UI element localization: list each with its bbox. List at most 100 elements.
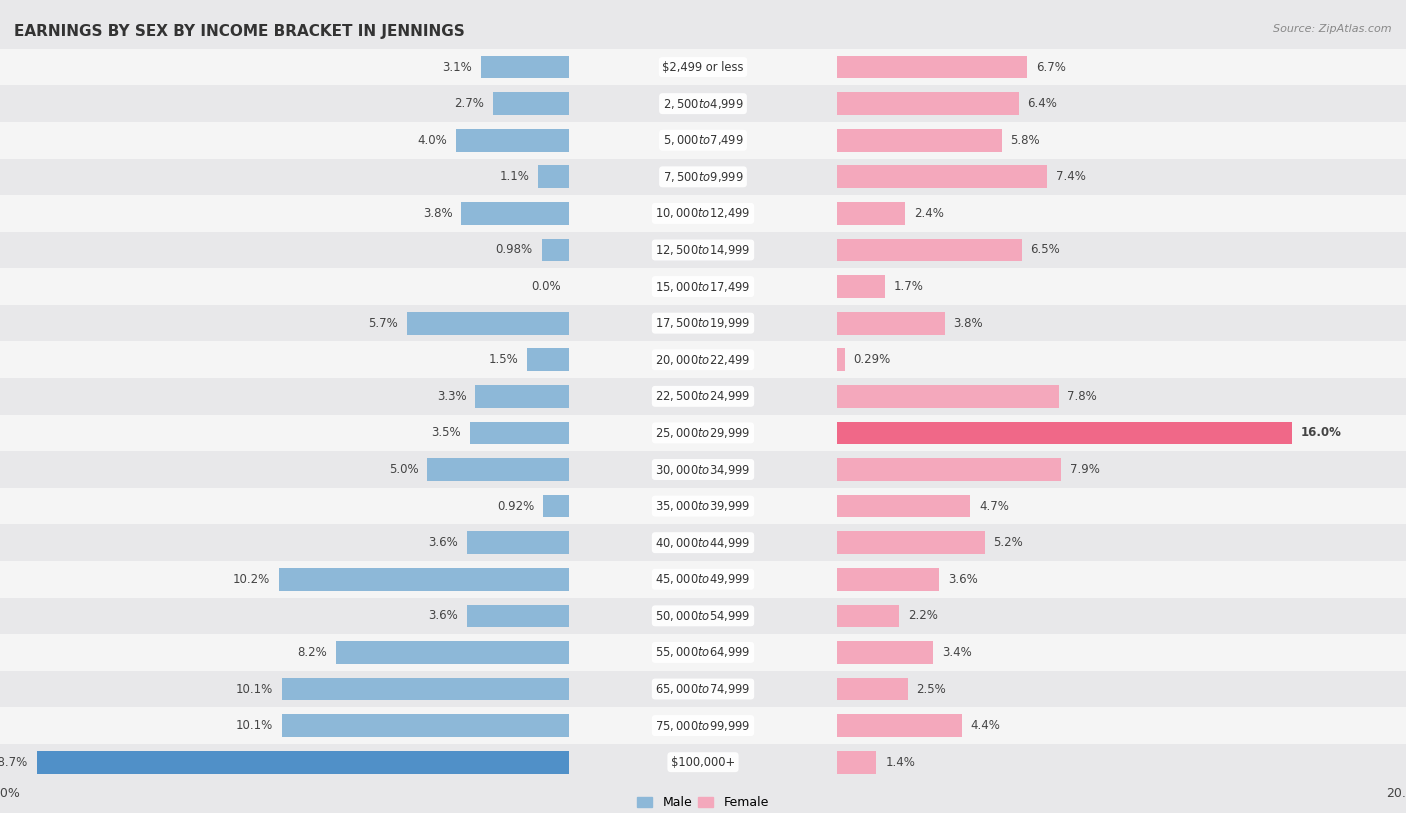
Text: 2.4%: 2.4% <box>914 207 943 220</box>
Bar <box>837 422 1292 444</box>
Text: 7.8%: 7.8% <box>1067 390 1097 402</box>
Text: 3.5%: 3.5% <box>432 427 461 439</box>
Bar <box>837 312 945 334</box>
Bar <box>0 195 1406 232</box>
Bar <box>837 459 1062 480</box>
Text: $20,000 to $22,499: $20,000 to $22,499 <box>655 353 751 367</box>
Text: $2,500 to $4,999: $2,500 to $4,999 <box>662 97 744 111</box>
Bar <box>538 166 569 188</box>
Bar <box>475 385 569 407</box>
Bar <box>837 56 1028 78</box>
Bar <box>837 93 1019 115</box>
Text: 3.1%: 3.1% <box>443 61 472 73</box>
Text: 3.3%: 3.3% <box>437 390 467 402</box>
Text: $55,000 to $64,999: $55,000 to $64,999 <box>655 646 751 659</box>
Text: $75,000 to $99,999: $75,000 to $99,999 <box>655 719 751 733</box>
Bar <box>408 312 569 334</box>
Text: 8.2%: 8.2% <box>298 646 328 659</box>
Bar <box>470 422 569 444</box>
Bar <box>837 751 876 773</box>
Bar <box>0 122 1406 159</box>
Legend: Male, Female: Male, Female <box>633 792 773 813</box>
Bar <box>427 459 569 480</box>
Bar <box>0 451 1406 488</box>
Text: $7,500 to $9,999: $7,500 to $9,999 <box>662 170 744 184</box>
Bar <box>281 678 569 700</box>
Text: EARNINGS BY SEX BY INCOME BRACKET IN JENNINGS: EARNINGS BY SEX BY INCOME BRACKET IN JEN… <box>14 24 465 39</box>
Bar <box>0 415 1406 451</box>
Bar <box>541 239 569 261</box>
Bar <box>837 568 939 590</box>
Text: 7.4%: 7.4% <box>1056 171 1085 183</box>
Bar <box>461 202 569 224</box>
Text: $30,000 to $34,999: $30,000 to $34,999 <box>655 463 751 476</box>
Bar <box>0 488 1406 524</box>
Bar <box>456 129 569 151</box>
Text: 2.2%: 2.2% <box>908 610 938 622</box>
Bar <box>278 568 569 590</box>
Text: 3.6%: 3.6% <box>429 610 458 622</box>
Text: 1.1%: 1.1% <box>499 171 529 183</box>
Bar <box>527 349 569 371</box>
Text: 5.2%: 5.2% <box>994 537 1024 549</box>
Bar <box>0 524 1406 561</box>
Bar <box>0 268 1406 305</box>
Bar <box>467 532 569 554</box>
Bar <box>837 715 962 737</box>
Bar <box>837 129 1001 151</box>
Text: 10.1%: 10.1% <box>236 683 273 695</box>
Bar <box>837 678 908 700</box>
Bar <box>837 385 1059 407</box>
Bar <box>837 495 970 517</box>
Bar <box>837 202 905 224</box>
Text: 3.6%: 3.6% <box>429 537 458 549</box>
Bar <box>467 605 569 627</box>
Text: 3.4%: 3.4% <box>942 646 972 659</box>
Text: $2,499 or less: $2,499 or less <box>662 61 744 73</box>
Text: 6.7%: 6.7% <box>1036 61 1066 73</box>
Text: 6.4%: 6.4% <box>1028 98 1057 110</box>
Bar <box>0 634 1406 671</box>
Text: $50,000 to $54,999: $50,000 to $54,999 <box>655 609 751 623</box>
Bar <box>0 671 1406 707</box>
Bar <box>0 561 1406 598</box>
Text: $22,500 to $24,999: $22,500 to $24,999 <box>655 389 751 403</box>
Text: $15,000 to $17,499: $15,000 to $17,499 <box>655 280 751 293</box>
Text: 16.0%: 16.0% <box>1301 427 1341 439</box>
Bar <box>37 751 569 773</box>
Bar <box>0 85 1406 122</box>
Bar <box>0 305 1406 341</box>
Text: $12,500 to $14,999: $12,500 to $14,999 <box>655 243 751 257</box>
Bar <box>543 495 569 517</box>
Text: 0.92%: 0.92% <box>498 500 534 512</box>
Text: $17,500 to $19,999: $17,500 to $19,999 <box>655 316 751 330</box>
Text: 4.0%: 4.0% <box>418 134 447 146</box>
Bar <box>0 49 1406 85</box>
Text: 4.7%: 4.7% <box>979 500 1010 512</box>
Text: 5.8%: 5.8% <box>1011 134 1040 146</box>
Bar <box>0 232 1406 268</box>
Text: 1.5%: 1.5% <box>488 354 517 366</box>
Bar <box>837 276 884 298</box>
Bar <box>837 605 900 627</box>
Bar <box>492 93 569 115</box>
Text: $45,000 to $49,999: $45,000 to $49,999 <box>655 572 751 586</box>
Text: 5.0%: 5.0% <box>388 463 419 476</box>
Text: 3.8%: 3.8% <box>953 317 983 329</box>
Text: 5.7%: 5.7% <box>368 317 398 329</box>
Bar <box>0 159 1406 195</box>
Text: $5,000 to $7,499: $5,000 to $7,499 <box>662 133 744 147</box>
Text: 0.0%: 0.0% <box>531 280 561 293</box>
Bar <box>481 56 569 78</box>
Text: $100,000+: $100,000+ <box>671 756 735 768</box>
Text: 4.4%: 4.4% <box>970 720 1001 732</box>
Bar <box>336 641 569 663</box>
Bar <box>837 641 934 663</box>
Text: 18.7%: 18.7% <box>0 756 28 768</box>
Text: $35,000 to $39,999: $35,000 to $39,999 <box>655 499 751 513</box>
Text: 2.7%: 2.7% <box>454 98 484 110</box>
Text: $40,000 to $44,999: $40,000 to $44,999 <box>655 536 751 550</box>
Bar <box>0 744 1406 780</box>
Bar <box>837 239 1022 261</box>
Bar <box>837 166 1047 188</box>
